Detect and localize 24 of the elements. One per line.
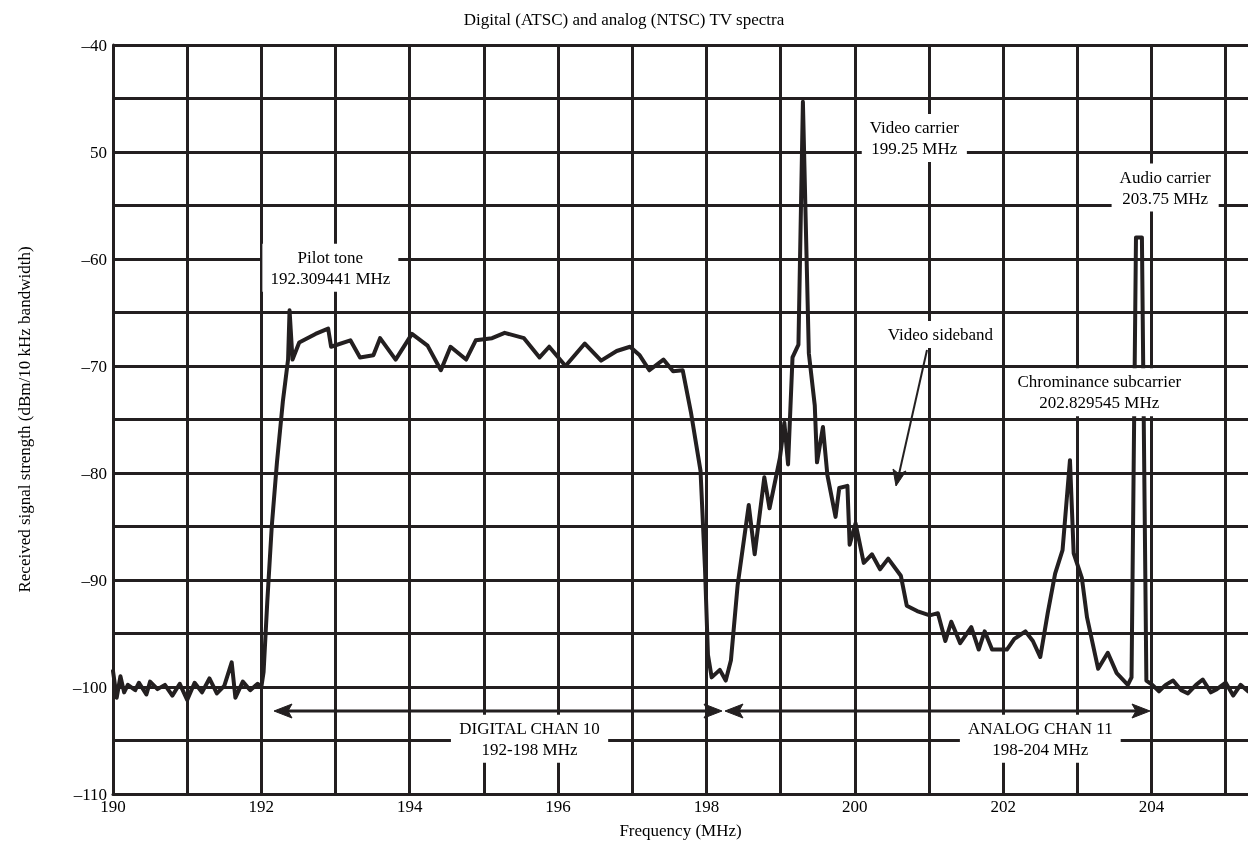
x-tick-label: 200 xyxy=(842,797,868,816)
annotation: DIGITAL CHAN 10 192-198 MHz xyxy=(459,718,600,759)
y-tick-label: 50 xyxy=(90,142,107,162)
x-tick-label: 204 xyxy=(1138,797,1165,816)
x-tick-label: 192 xyxy=(248,797,275,816)
x-tick-label: 198 xyxy=(693,797,720,816)
x-tick-label: 194 xyxy=(396,797,423,816)
y-tick-label: –70 xyxy=(80,356,107,376)
chart-title: Digital (ATSC) and analog (NTSC) TV spectra xyxy=(463,10,785,29)
y-tick-label: –100 xyxy=(72,677,107,697)
annotation: Chrominance subcarrier 202.829545 MHz xyxy=(1017,372,1182,413)
y-tick-label: –40 xyxy=(80,35,107,55)
x-tick-label: 196 xyxy=(545,797,571,816)
x-axis-title: Frequency (MHz) xyxy=(619,821,742,840)
y-tick-label: –80 xyxy=(80,463,107,483)
annotation: ANALOG CHAN 11 198-204 MHz xyxy=(967,718,1113,759)
y-tick-label: –90 xyxy=(80,570,107,590)
annotation: Video sideband xyxy=(887,325,994,344)
annotation: Audio carrier 203.75 MHz xyxy=(1119,167,1212,208)
annotation: Video carrier 199.25 MHz xyxy=(869,118,960,158)
y-axis-title: Received signal strength (dBm/10 kHz bandwidth) xyxy=(15,246,34,593)
annotation: Pilot tone 192.309441 MHz xyxy=(270,247,391,288)
y-tick-label: –60 xyxy=(80,249,107,269)
x-tick-label: 202 xyxy=(990,797,1016,816)
